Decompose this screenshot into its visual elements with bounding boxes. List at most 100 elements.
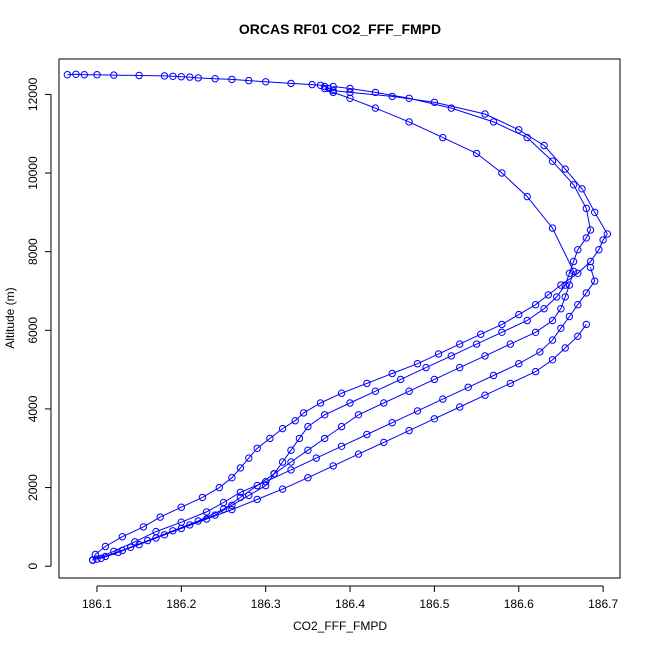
data-point <box>578 185 586 193</box>
y-tick-label: 0 <box>26 563 40 570</box>
data-point <box>481 352 489 360</box>
data-point <box>93 71 101 79</box>
data-point <box>565 312 574 321</box>
data-point <box>354 411 363 419</box>
data-point <box>304 446 312 454</box>
y-tick-label: 6000 <box>26 317 40 344</box>
data-point <box>262 478 270 486</box>
data-point <box>245 76 253 85</box>
chart-title: ORCAS RF01 CO2_FFF_FMPD <box>239 21 441 37</box>
data-point <box>489 118 498 126</box>
data-point <box>337 422 346 431</box>
data-point <box>456 403 464 411</box>
data-point <box>464 383 472 391</box>
data-point <box>177 73 186 81</box>
data-point <box>169 72 177 81</box>
series-layer <box>63 70 611 564</box>
data-point <box>380 438 388 447</box>
data-point <box>211 75 219 83</box>
x-tick-label: 186.7 <box>588 597 618 611</box>
data-point <box>202 515 211 523</box>
data-point <box>447 104 455 112</box>
y-axis-label: Altitude (m) <box>3 287 17 348</box>
data-point <box>498 328 506 336</box>
data-point <box>131 538 139 546</box>
x-tick-label: 186.2 <box>166 597 196 611</box>
data-point <box>388 419 396 427</box>
data-point <box>253 444 261 452</box>
data-point <box>506 340 514 348</box>
data-point <box>337 389 346 397</box>
data-point <box>515 126 523 134</box>
y-tick-label: 12000 <box>26 77 40 111</box>
data-point <box>388 369 396 378</box>
data-point <box>304 474 312 482</box>
data-point <box>194 74 202 82</box>
data-point <box>278 424 287 433</box>
data-point <box>557 281 565 289</box>
data-point <box>202 508 211 516</box>
data-point <box>506 379 514 388</box>
data-point <box>278 485 287 493</box>
x-axis-label: CO2_FFF_FMPD <box>293 619 387 633</box>
data-point <box>236 493 245 502</box>
data-point <box>89 556 97 564</box>
data-point <box>215 483 224 492</box>
x-axis: 186.1 186.2 186.3 186.4 186.5 186.6 186.7 <box>82 585 618 611</box>
data-point <box>498 169 506 177</box>
y-axis: 0 2000 4000 6000 8000 10000 12000 <box>26 77 52 570</box>
data-point <box>447 352 455 360</box>
data-point <box>531 328 540 336</box>
series-line <box>92 267 596 561</box>
data-point <box>405 387 413 395</box>
data-point <box>405 426 413 435</box>
data-point <box>582 320 590 329</box>
data-point <box>371 387 380 395</box>
data-point <box>321 434 329 443</box>
data-point <box>308 80 316 89</box>
data-point <box>481 110 489 118</box>
data-point <box>561 293 569 301</box>
data-point <box>405 94 413 103</box>
data-point <box>236 464 245 472</box>
data-point <box>118 533 127 541</box>
data-point <box>515 360 523 368</box>
data-point <box>329 88 337 97</box>
data-point <box>413 407 422 415</box>
data-point <box>380 399 388 407</box>
y-tick-label: 4000 <box>26 395 40 422</box>
data-point <box>430 375 439 384</box>
data-point <box>287 79 295 88</box>
data-point <box>156 513 164 521</box>
data-point <box>245 491 253 500</box>
data-point <box>312 454 320 462</box>
data-point <box>198 493 207 502</box>
series-line <box>101 86 592 559</box>
data-point <box>186 73 194 81</box>
data-point <box>139 523 148 531</box>
data-point <box>591 208 599 217</box>
data-point <box>548 356 557 364</box>
data-point <box>295 434 304 443</box>
data-point <box>531 367 540 376</box>
y-tick-label: 10000 <box>26 156 40 190</box>
data-point <box>574 301 582 309</box>
data-point <box>439 395 447 403</box>
data-point <box>599 236 607 244</box>
data-point <box>561 165 569 173</box>
x-tick-label: 186.5 <box>419 597 449 611</box>
data-point <box>228 474 236 482</box>
data-point <box>354 450 363 458</box>
data-point <box>481 391 489 399</box>
data-point <box>346 88 354 97</box>
series-line <box>67 73 608 561</box>
data-point <box>591 277 599 285</box>
data-point <box>316 399 325 407</box>
data-point <box>434 350 443 358</box>
data-point <box>430 415 439 423</box>
data-point <box>422 363 430 372</box>
data-point <box>523 133 531 142</box>
data-point <box>110 547 118 555</box>
y-tick-label: 8000 <box>26 238 40 265</box>
data-point <box>557 324 565 332</box>
